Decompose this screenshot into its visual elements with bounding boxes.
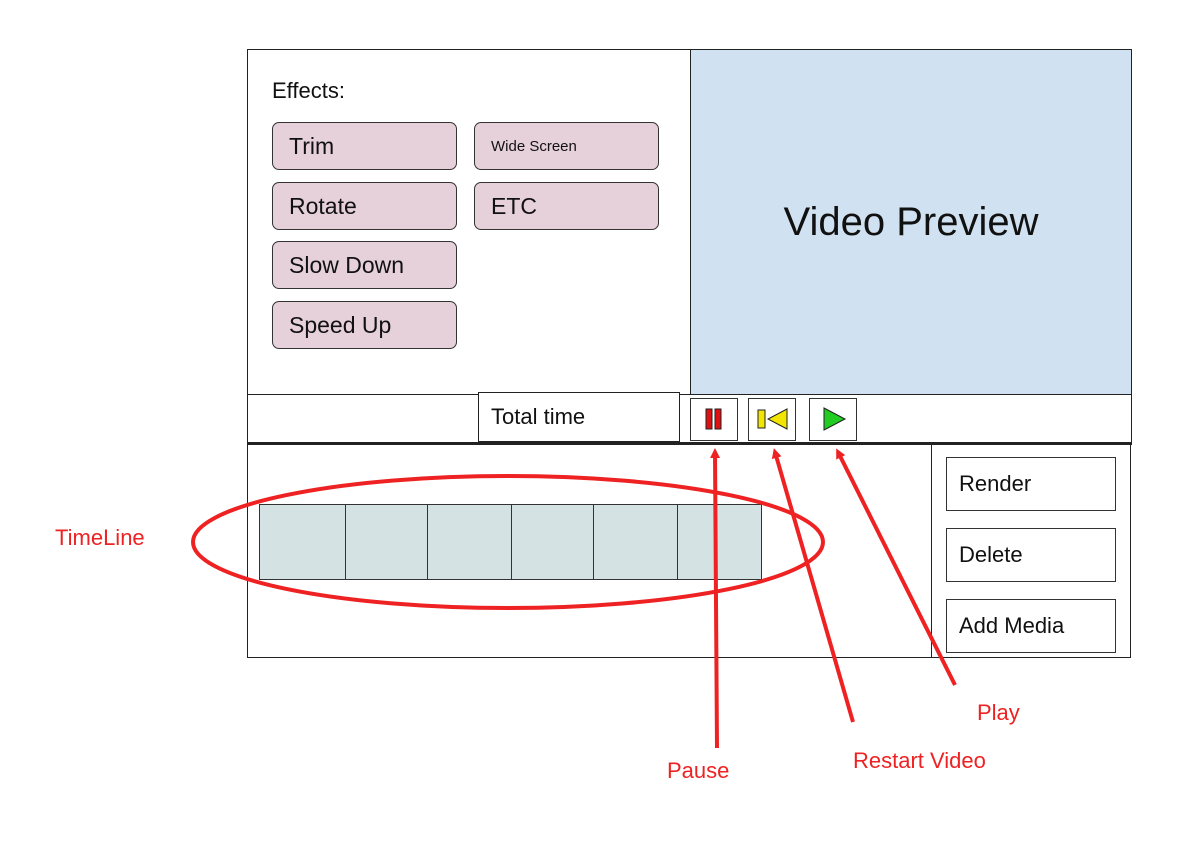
rotate-button[interactable]: Rotate (272, 182, 457, 230)
pause-arrow (710, 448, 721, 749)
timeline-track[interactable] (259, 504, 762, 580)
play-icon (823, 407, 847, 431)
restart-video-annotation: Restart Video (853, 748, 986, 773)
control-bar (247, 394, 1132, 444)
total-time-display: Total time (478, 392, 680, 442)
timeline-highlight-ellipse (191, 474, 825, 610)
pause-icon (705, 408, 722, 430)
delete-button[interactable]: Delete (946, 528, 1116, 582)
play-button[interactable] (809, 398, 857, 441)
pause-annotation: Pause (667, 758, 730, 783)
action-panel (931, 444, 1131, 658)
effects-heading: Effects: (272, 78, 345, 103)
slow-down-button[interactable]: Slow Down (272, 241, 457, 289)
add-media-button[interactable]: Add Media (946, 599, 1116, 653)
pause-button[interactable] (690, 398, 738, 441)
etc-button[interactable]: ETC (474, 182, 659, 230)
video-preview-label: Video Preview (783, 199, 1039, 244)
restart-arrow (771, 448, 855, 723)
timeline-frame[interactable] (346, 505, 428, 579)
play-annotation: Play (977, 700, 1020, 725)
trim-button[interactable]: Trim (272, 122, 457, 170)
wide-screen-button[interactable]: Wide Screen (474, 122, 659, 170)
play-arrow (836, 448, 957, 686)
timeline-frame[interactable] (260, 505, 346, 579)
render-button[interactable]: Render (946, 457, 1116, 511)
speed-up-button[interactable]: Speed Up (272, 301, 457, 349)
restart-video-button[interactable] (748, 398, 796, 441)
restart-icon (757, 408, 788, 430)
timeline-annotation: TimeLine (55, 525, 145, 550)
timeline-frame[interactable] (594, 505, 678, 579)
timeline-frame[interactable] (428, 505, 512, 579)
timeline-frame[interactable] (512, 505, 594, 579)
video-preview: Video Preview (690, 50, 1131, 394)
